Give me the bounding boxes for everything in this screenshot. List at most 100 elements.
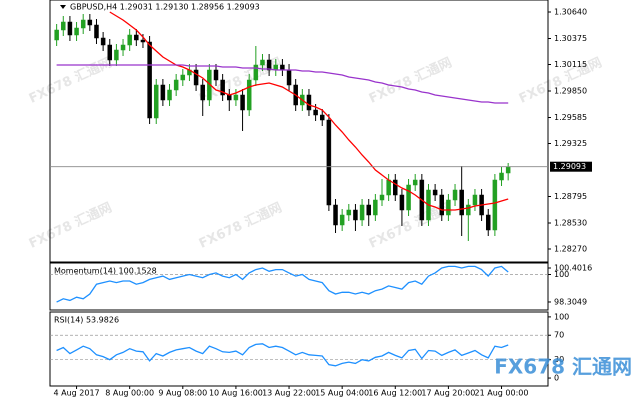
- y-tick-label: 1.28530: [554, 219, 587, 228]
- candle-body: [446, 199, 451, 216]
- candle-body: [505, 166, 511, 174]
- candle-body: [253, 64, 259, 81]
- y-tick-label: 98.3049: [554, 297, 587, 306]
- panel-title: GBPUSD,H4 1.29031 1.29130 1.28956 1.2909…: [70, 3, 260, 12]
- panel-title: Momentum(14) 100.1528: [54, 267, 157, 276]
- candle-body: [100, 37, 106, 46]
- candle-body: [233, 94, 239, 101]
- candle-body: [353, 209, 358, 221]
- candle-body: [173, 79, 179, 91]
- candle-body: [61, 21, 66, 31]
- y-tick-label: 1.30375: [554, 34, 587, 43]
- logo: FX678 汇通网: [494, 355, 632, 379]
- candle-body: [160, 84, 166, 101]
- candle-body: [114, 49, 119, 61]
- candle-body: [74, 27, 79, 36]
- candle-body: [107, 44, 113, 61]
- y-tick-label: 100.4016: [554, 263, 592, 272]
- candle-body: [359, 204, 365, 221]
- panel-frame: [49, 262, 549, 311]
- x-tick-label: 4 Aug 2017: [53, 389, 99, 398]
- candle-body: [373, 199, 378, 216]
- candle-body: [492, 179, 498, 231]
- x-tick-label: 15 Aug 04:00: [315, 389, 369, 398]
- current-price-box: [550, 161, 592, 172]
- indicator-line: [56, 265, 509, 303]
- x-tick-label: 10 Aug 16:00: [209, 389, 263, 398]
- candle-body: [393, 179, 398, 196]
- x-tick-label: 21 Aug 00:00: [475, 389, 529, 398]
- candle-body: [339, 214, 345, 226]
- candle-body: [485, 214, 491, 231]
- candle-body: [120, 44, 126, 51]
- x-tick-label: 8 Aug 00:00: [105, 389, 154, 398]
- panel-title: RSI(14) 53.9826: [54, 316, 119, 325]
- candle-body: [87, 19, 93, 26]
- candle-body: [246, 79, 252, 111]
- candle-body: [472, 194, 478, 206]
- candle-body: [306, 94, 312, 111]
- candle-body: [67, 21, 73, 36]
- y-tick-label: 1.30115: [554, 60, 587, 69]
- candle-body: [147, 41, 152, 119]
- y-tick-label: 100: [554, 312, 569, 321]
- candle-body: [280, 64, 285, 71]
- y-tick-label: 1.29325: [554, 139, 587, 148]
- candle-body: [466, 204, 471, 216]
- candle-body: [406, 184, 411, 211]
- candle-body: [266, 59, 272, 71]
- candle-body: [439, 194, 445, 216]
- candle-body: [346, 209, 352, 216]
- candle-body: [432, 189, 438, 196]
- candle-body: [167, 89, 172, 101]
- y-tick-label: 0: [554, 374, 559, 383]
- candle-body: [260, 59, 265, 66]
- y-tick-label: 1.29850: [554, 87, 587, 96]
- symbol-arrow: [60, 5, 66, 9]
- x-tick-label: 13 Aug 22:00: [262, 389, 316, 398]
- candle-body: [200, 84, 205, 101]
- candle-body: [213, 69, 219, 81]
- candle-body: [459, 189, 464, 216]
- y-tick-label: 1.28270: [554, 245, 587, 254]
- x-tick-label: 9 Aug 08:00: [158, 389, 207, 398]
- candle-body: [240, 94, 245, 111]
- candle-body: [180, 74, 186, 81]
- candle-body: [140, 39, 146, 43]
- candle-body: [286, 69, 292, 86]
- candle-body: [80, 19, 86, 29]
- y-tick-label: 1.30640: [554, 8, 587, 17]
- candle-body: [153, 84, 159, 119]
- candle-body: [134, 34, 139, 41]
- y-tick-label: 70: [554, 331, 564, 340]
- candle-body: [127, 34, 132, 46]
- x-tick-label: 17 Aug 20:00: [421, 389, 475, 398]
- y-tick-label: 1.28795: [554, 192, 587, 201]
- x-tick-label: 16 Aug 12:00: [368, 389, 422, 398]
- candle-body: [193, 69, 199, 86]
- y-tick-label: 100: [554, 270, 569, 279]
- candle-body: [499, 172, 504, 181]
- candle-body: [319, 114, 325, 121]
- candle-body: [94, 24, 99, 39]
- candle-body: [386, 179, 391, 196]
- candle-body: [366, 204, 371, 216]
- indicator-line: [56, 343, 509, 367]
- candle-body: [412, 179, 418, 186]
- candle-body: [54, 29, 59, 41]
- y-tick-label: 30: [554, 355, 564, 364]
- candle-body: [326, 119, 332, 206]
- candle-body: [452, 189, 458, 201]
- candle-body: [220, 79, 225, 96]
- panel-frame: [49, 0, 549, 263]
- current-price-label: 1.29093: [553, 162, 586, 171]
- candle-body: [313, 109, 318, 116]
- candle-body: [399, 194, 405, 211]
- y-tick-label: 1.29585: [554, 113, 587, 122]
- candle-body: [333, 204, 338, 226]
- panel-frame: [49, 311, 549, 387]
- candle-body: [379, 194, 385, 201]
- candle-body: [227, 94, 232, 101]
